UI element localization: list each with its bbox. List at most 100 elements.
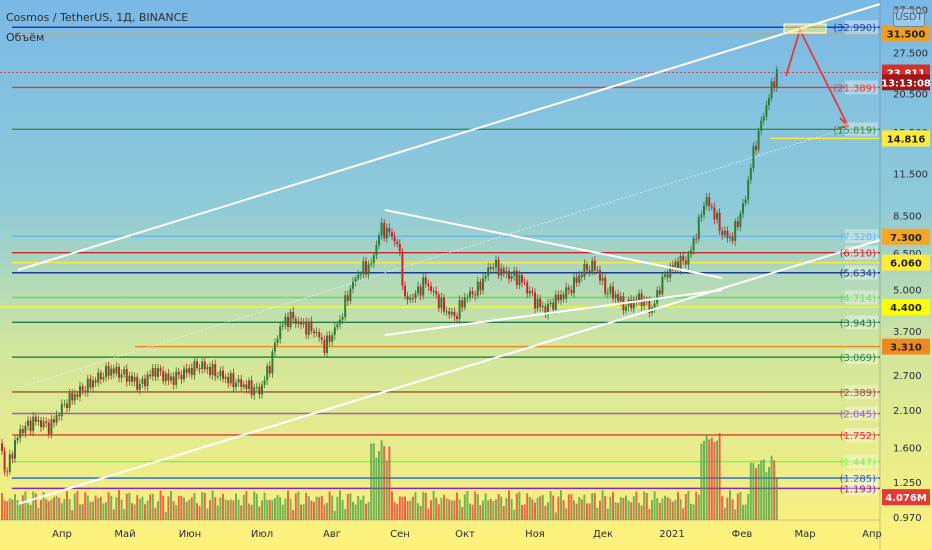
candle-body (414, 293, 417, 299)
candle-body (695, 238, 698, 240)
volume-bar (50, 499, 53, 520)
candle-body (115, 366, 118, 374)
candle-body (508, 271, 510, 279)
volume-bar (731, 499, 734, 520)
level-value-label: (3.069) (840, 353, 877, 364)
level-value-box (845, 265, 878, 280)
volume-bar (643, 491, 646, 520)
channel-midline[interactable] (17, 126, 851, 389)
volume-bar (469, 503, 471, 520)
currency-badge[interactable]: USDT (893, 8, 925, 27)
candle-body (708, 197, 711, 207)
level-value-label: (15.819) (833, 125, 876, 136)
target-zone-box[interactable] (783, 23, 827, 34)
candle-body (266, 365, 269, 381)
candle-body (482, 278, 484, 291)
volume-bar (162, 495, 165, 520)
candle-body (427, 283, 430, 287)
candle-body (495, 259, 497, 268)
triangle-upper-line[interactable] (384, 209, 723, 279)
volume-bar (638, 503, 640, 520)
level-value-box (845, 481, 878, 496)
volume-bar (149, 494, 152, 520)
volume-bar (705, 434, 708, 520)
candle-body (445, 311, 448, 313)
candle-body (323, 339, 326, 353)
volume-bar (318, 497, 321, 520)
volume-indicator-label[interactable]: Объём (6, 31, 45, 44)
candle-body (245, 384, 248, 390)
volume-bar (713, 442, 716, 520)
candle-body (570, 290, 573, 294)
volume-bar (497, 493, 500, 520)
volume-bar (388, 446, 391, 520)
lower-channel-trendline[interactable] (17, 239, 881, 505)
volume-bar (261, 500, 263, 520)
volume-bar (281, 504, 284, 520)
candle-body (141, 378, 144, 384)
candle-body (648, 300, 651, 313)
candle-body (749, 168, 752, 180)
price-tag (882, 228, 930, 245)
volume-bar (437, 504, 440, 520)
candle-body (190, 367, 193, 376)
price-tag-label: 6.060 (890, 259, 922, 270)
volume-bar (328, 491, 331, 520)
y-tick-label: 6.500 (893, 249, 922, 260)
volume-bar (40, 500, 42, 520)
candle-body (567, 287, 570, 291)
volume-bar (539, 496, 542, 520)
candle-body (606, 293, 609, 295)
volume-bar (666, 497, 669, 520)
candle-body (541, 306, 544, 308)
candle-body (760, 120, 763, 131)
candle-body (354, 278, 357, 282)
volume-bar (115, 497, 118, 520)
candle-body (409, 298, 412, 300)
volume-bar (294, 493, 297, 520)
volume-bar (601, 490, 604, 520)
candle-body (677, 261, 679, 271)
volume-bar (606, 508, 609, 520)
triangle-lower-line[interactable] (384, 289, 723, 336)
volume-bar (71, 510, 74, 520)
volume-bar (765, 472, 768, 520)
volume-bar (146, 500, 149, 520)
candle-body (94, 380, 97, 383)
candle-body (274, 343, 276, 352)
volume-bar (37, 508, 40, 520)
level-value-label: (1.752) (840, 431, 877, 442)
x-tick-label: Май (114, 529, 135, 540)
candle-body (419, 286, 422, 296)
candle-body (279, 326, 282, 339)
volume-bar (214, 497, 217, 520)
candle-body (726, 230, 729, 238)
candle-body (6, 471, 9, 473)
candle-body (450, 311, 453, 315)
candle-body (261, 384, 263, 395)
level-value-label: (3.943) (840, 318, 877, 329)
price-tag (882, 254, 930, 271)
volume-bar (757, 464, 760, 520)
volume-bar (653, 491, 656, 520)
candle-body (513, 270, 516, 277)
volume-bar (331, 495, 334, 520)
candle-body (203, 361, 206, 370)
volume-bar (632, 496, 635, 520)
volume-bar (710, 437, 713, 520)
candle-body (736, 221, 739, 227)
volume-bar (27, 503, 29, 520)
candle-body (183, 368, 185, 380)
candle-body (175, 371, 178, 385)
volume-bar (370, 443, 373, 520)
candle-body (242, 384, 245, 388)
candle-body (362, 261, 365, 275)
upper-channel-trendline[interactable] (17, 3, 881, 271)
price-tag (882, 130, 930, 147)
candle-body (211, 364, 214, 376)
volume-bar (411, 496, 414, 520)
candle-body (63, 403, 66, 405)
y-tick-label: 11.500 (893, 170, 928, 181)
